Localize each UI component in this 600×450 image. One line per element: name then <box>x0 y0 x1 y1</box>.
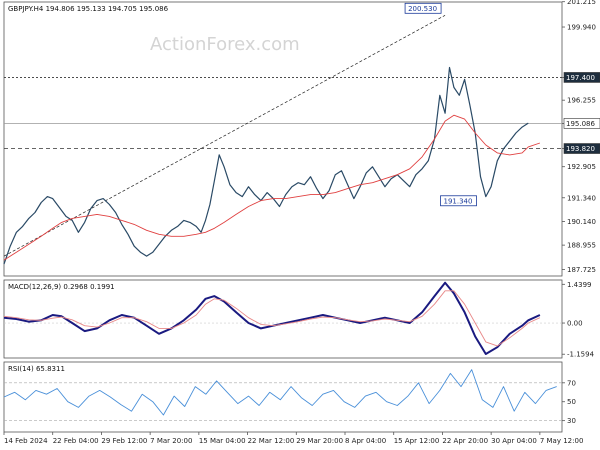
trend-line <box>3 14 446 257</box>
series-line-sma <box>3 114 541 261</box>
x-tick-label: 15 Apr 12:00 <box>394 437 440 445</box>
y-tick-label: 196.255 <box>567 97 596 105</box>
x-tick-label: 14 Feb 2024 <box>4 437 48 445</box>
x-tick-label: 22 Apr 20:00 <box>442 437 488 445</box>
y-tick-label: 192.905 <box>567 163 596 171</box>
panel-header: GBPJPY.H4 194.806 195.133 194.705 195.08… <box>8 5 169 13</box>
price-annotation-label: 191.340 <box>444 197 473 205</box>
y-tick-label: 201.215 <box>567 0 596 6</box>
x-tick-label: 8 Apr 04:00 <box>345 437 386 445</box>
panel-frame <box>3 1 563 277</box>
y-tick-label: 187.725 <box>567 266 596 274</box>
y-tick-label: -1.1594 <box>567 351 595 359</box>
y-tick-label: 30 <box>567 417 576 425</box>
price-annotation-box <box>440 195 477 207</box>
x-tick-label: 15 Mar 04:00 <box>199 437 246 445</box>
watermark: ActionForex.com <box>150 34 300 55</box>
y-tick-label: 199.940 <box>567 24 596 32</box>
x-tick-label: 7 May 12:00 <box>540 437 584 445</box>
price-annotation-box <box>404 2 442 14</box>
y-tick-label: 70 <box>567 379 576 387</box>
x-tick-label: 22 Feb 04:00 <box>53 437 99 445</box>
level-label: 195.086 <box>566 120 595 128</box>
series-line-price <box>3 66 529 265</box>
level-label: 197.400 <box>566 74 595 82</box>
level-badge <box>563 143 600 154</box>
x-tick-label: 30 Apr 04:00 <box>491 437 537 445</box>
y-tick-label: 1.4399 <box>567 281 592 289</box>
macd-panel: 1.4399 0.00 -1.1594 MACD(12,26,9) 0.2968 0.… <box>3 279 595 359</box>
rsi-panel: 70 50 30 RSI(14) 65.8311 <box>3 361 576 433</box>
panel-frame <box>3 279 563 359</box>
panel-header: MACD(12,26,9) 0.2968 0.1991 <box>8 283 115 291</box>
series-line-signal <box>3 290 541 347</box>
y-tick-label: 0.00 <box>567 320 583 328</box>
y-tick-label: 50 <box>567 398 576 406</box>
x-tick-label: 29 Feb 12:00 <box>101 437 147 445</box>
x-tick-label: 22 Mar 12:00 <box>248 437 295 445</box>
y-tick-label: 188.955 <box>567 242 596 250</box>
y-tick-label: 190.140 <box>567 218 596 226</box>
x-tick-label: 29 Mar 20:00 <box>296 437 343 445</box>
time-axis: 14 Feb 2024 22 Feb 04:00 29 Feb 12:00 7 Mar… <box>3 432 584 445</box>
series-line-rsi <box>3 369 557 416</box>
price-annotation-label: 200.530 <box>408 5 437 13</box>
level-badge <box>563 118 600 129</box>
y-tick-label: 191.340 <box>567 194 596 202</box>
price-panel: 201.215 199.940 197.400 196.255 195.086 193.8… <box>3 0 600 277</box>
level-label: 193.820 <box>566 145 595 153</box>
panel-header: RSI(14) 65.8311 <box>8 365 65 373</box>
x-tick-label: 7 Mar 20:00 <box>150 437 192 445</box>
level-badge <box>563 72 600 83</box>
